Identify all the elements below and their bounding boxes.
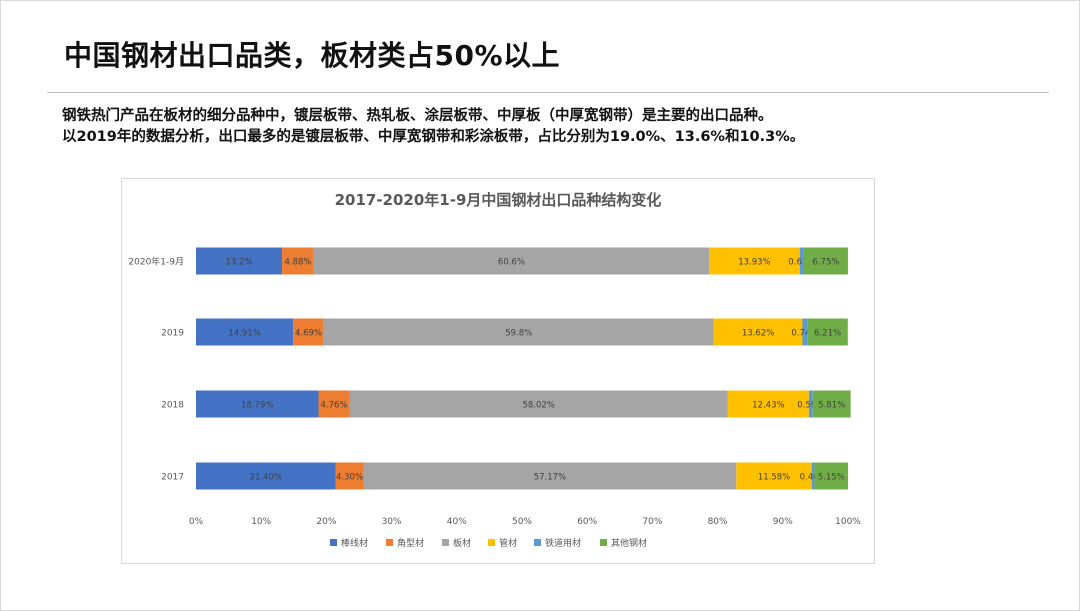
category-label: 2017 <box>161 473 184 483</box>
bar-data-label: 6.21% <box>814 329 841 339</box>
x-tick-label: 40% <box>447 517 467 527</box>
bar-segment <box>727 390 809 418</box>
bar-segment <box>708 247 800 275</box>
bar-segment <box>196 390 319 418</box>
bar-segment <box>803 247 848 275</box>
bar-data-label: 13.2% <box>226 258 253 268</box>
bar-segment <box>323 318 714 346</box>
legend-swatch <box>386 539 393 546</box>
bar-data-label: 0.59% <box>797 401 824 411</box>
bar-data-label: 60.6% <box>498 258 525 268</box>
bar-data-label: 11.58% <box>758 473 790 483</box>
bar-segment <box>363 462 737 490</box>
bar-data-label: 57.17% <box>534 473 566 483</box>
bar-segment <box>196 462 336 490</box>
bar-data-label: 5.15% <box>818 473 845 483</box>
category-labels: 2020年1-9月 2019 2018 2017 <box>128 256 184 483</box>
title-divider <box>47 92 1049 93</box>
bar-segment <box>282 247 314 275</box>
description: 钢铁热门产品在板材的细分品种中，镀层板带、热轧板、涂层板带、中厚板（中厚宽钢带）… <box>62 106 804 148</box>
description-line-1: 钢铁热门产品在板材的细分品种中，镀层板带、热轧板、涂层板带、中厚板（中厚宽钢带）… <box>62 108 773 124</box>
bar-data-label: 0.40% <box>800 473 827 483</box>
bar-segment <box>814 462 848 490</box>
bar-data-label: 4.76% <box>321 401 348 411</box>
bar-data-label: 21.40% <box>250 473 282 483</box>
description-line-2: 以2019年的数据分析，出口最多的是镀层板带、中厚宽钢带和彩涂板带，占比分别为1… <box>62 129 805 145</box>
bar-segment <box>713 318 803 346</box>
bar-segment <box>196 247 283 275</box>
bars-layer: 13.2% 4.88% 60.6% 13.93% 0.63%6.75% 14.91% 4.6… <box>196 247 851 490</box>
bar-data-label: 4.30% <box>336 473 363 483</box>
bar-segment <box>802 318 808 346</box>
legend-label: 角型材 <box>397 537 424 549</box>
legend-label: 棒线材 <box>341 537 368 549</box>
bar-data-label: 13.62% <box>742 329 774 339</box>
bar-data-label: 14.91% <box>228 329 260 339</box>
bar-data-label: 18.79% <box>241 401 273 411</box>
chart-title: 2017-2020年1-9月中国钢材出口品种结构变化 <box>335 191 662 209</box>
legend-label: 其他钢材 <box>611 537 647 549</box>
bar-segment <box>196 318 294 346</box>
bar-data-label: 0.63% <box>788 258 815 268</box>
legend: 棒线材 角型材 板材 管材 铁道用材 其他钢材 <box>330 537 647 549</box>
legend-swatch <box>442 539 449 546</box>
x-tick-label: 20% <box>316 517 336 527</box>
bar-data-label: 12.43% <box>752 401 784 411</box>
page-title: 中国钢材出口品类，板材类占50%以上 <box>64 39 561 72</box>
bar-segment <box>293 318 324 346</box>
bar-data-label: 4.69% <box>295 329 322 339</box>
category-label: 2020年1-9月 <box>128 256 184 268</box>
category-label: 2019 <box>161 329 184 339</box>
bar-segment <box>335 462 364 490</box>
x-tick-label: 70% <box>642 517 662 527</box>
x-tick-label: 90% <box>773 517 793 527</box>
bar-segment <box>812 390 851 418</box>
x-tick-label: 60% <box>577 517 597 527</box>
x-tick-label: 30% <box>382 517 402 527</box>
x-tick-label: 50% <box>512 517 532 527</box>
bar-data-label: 6.75% <box>812 258 839 268</box>
legend-label: 管材 <box>499 537 517 549</box>
legend-swatch <box>600 539 607 546</box>
x-axis-ticks: 0% 10% 20% 30% 40% 50% 60% 70% 80% 90% 100% <box>189 517 861 527</box>
bar-data-label: 0.74% <box>791 329 818 339</box>
stacked-bar-chart: 2017-2020年1-9月中国钢材出口品种结构变化 13.2% 4.88% 60.… <box>128 191 861 549</box>
chart-container: 2017-2020年1-9月中国钢材出口品种结构变化 13.2% 4.88% 60.… <box>121 178 875 564</box>
x-tick-label: 10% <box>251 517 271 527</box>
category-label: 2018 <box>161 401 184 411</box>
x-tick-label: 80% <box>708 517 728 527</box>
bar-data-label: 4.88% <box>284 258 311 268</box>
legend-swatch <box>330 539 337 546</box>
bar-segment <box>313 247 709 275</box>
legend-label: 板材 <box>453 537 471 549</box>
bar-segment <box>349 390 728 418</box>
x-tick-label: 0% <box>189 517 204 527</box>
bar-segment <box>811 462 815 490</box>
legend-swatch <box>488 539 495 546</box>
bar-segment <box>736 462 812 490</box>
bar-data-label: 59.8% <box>505 329 532 339</box>
bar-segment <box>808 390 813 418</box>
bar-segment <box>318 390 350 418</box>
x-tick-label: 100% <box>835 517 861 527</box>
legend-label: 铁道用材 <box>545 537 581 549</box>
bar-segment <box>799 247 804 275</box>
bar-data-label: 58.02% <box>522 401 554 411</box>
legend-swatch <box>534 539 541 546</box>
bar-segment <box>807 318 848 346</box>
bar-data-label: 5.81% <box>818 401 845 411</box>
bar-data-label: 13.93% <box>738 258 770 268</box>
